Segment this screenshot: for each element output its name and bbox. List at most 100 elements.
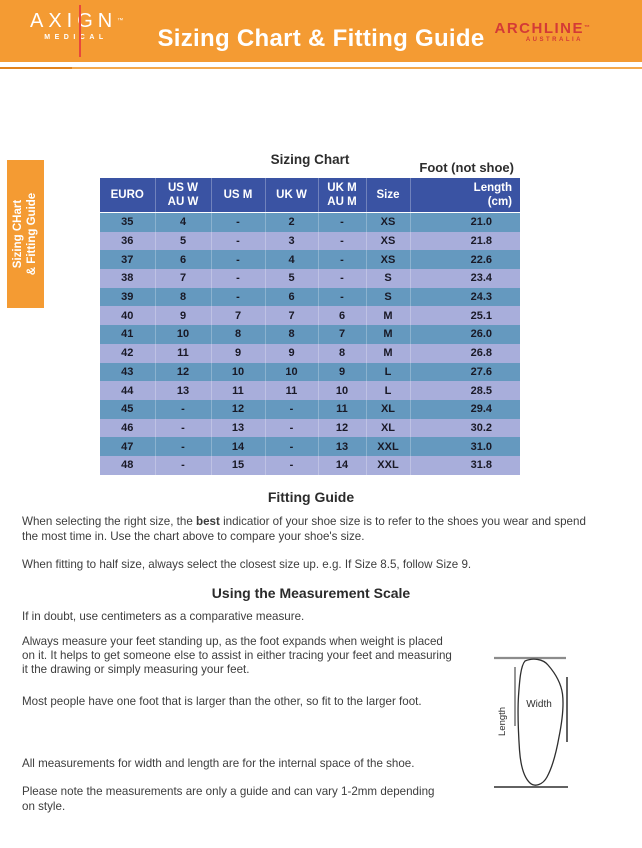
side-tab-label: Sizing CHart & Fitting Guide [12,193,40,275]
side-tab-line2: & Fitting Guide [26,192,39,276]
table-cell: 6 [318,306,367,326]
table-cell: 12 [211,399,266,419]
column-header: EURO [100,178,156,213]
bold-best: best [196,515,220,529]
table-cell: 24.3 [470,291,492,304]
table-row: 46-13-12 XL 30.2 [100,418,520,438]
table-cell: XL [366,418,411,438]
table-cell: XXL [366,455,411,475]
column-header: Length (cm) [410,178,520,213]
table-row: 42 11 9 9 8 M 26.8 [100,343,520,363]
table-cell: 31.8 [470,459,492,472]
table-cell: 12 [318,418,367,438]
table-cell: 40 [100,306,156,326]
table-cell: 13 [155,381,212,400]
table-row: 39 8-6- S 24.3 [100,287,520,307]
table-cell: 10 [155,325,212,344]
table-cell: 23.4 [470,272,492,285]
table-cell: 28.5 [470,384,492,397]
paragraph-guide-note: Please note the measurements are only a … [22,785,435,813]
table-cell: 29.4 [470,403,492,416]
table-row: 38 7-5- S 23.4 [100,269,520,288]
measurement-scale-heading: Using the Measurement Scale [211,585,411,602]
table-cell: XS [366,212,411,232]
table-cell: 6 [265,287,319,307]
table-cell: L [366,362,411,382]
table-cell: 11 [318,399,367,419]
table-cell: 11 [155,343,212,363]
table-cell: - [211,250,266,270]
table-cell: 15 [211,455,266,475]
table-cell: L [366,381,411,400]
table-cell: 41 [100,325,156,344]
archline-logo: ARCHLINE™ AUSTRALIA [495,21,591,43]
table-cell: 9 [318,362,367,382]
table-cell: 13 [211,418,266,438]
table-cell: 43 [100,362,156,382]
table-cell: 7 [265,306,319,326]
table-cell: - [318,287,367,307]
table-cell: 31.0 [470,440,492,453]
trademark-symbol: ™ [117,18,124,24]
table-cell: M [366,343,411,363]
table-cell: - [265,455,319,475]
table-cell: - [265,418,319,438]
axign-logo-subtext: MEDICAL [44,34,108,41]
column-header: UK W [265,178,319,213]
table-row: 45-12-11 XL 29.4 [100,399,520,419]
header-divider-line [0,67,642,69]
table-cell: XXL [366,437,411,456]
table-cell: 14 [318,455,367,475]
table-cell: M [366,325,411,344]
table-row: 35 4-2- XS 21.0 [100,212,520,232]
width-label: Width [526,699,552,710]
column-header: US W AU W [155,178,212,213]
table-cell: 22.6 [470,253,492,266]
table-cell: XS [366,250,411,270]
table-cell: - [318,269,367,288]
guide-text-content: Fitting Guide When selecting the right s… [22,490,600,814]
table-cell: XL [366,399,411,419]
table-cell: 11 [211,381,266,400]
table-cell: 42 [100,343,156,363]
table-cell: 46 [100,418,156,438]
table-cell: 5 [155,231,212,251]
table-cell: M [366,306,411,326]
table-cell: - [155,418,212,438]
table-row: 41 10 8 8 7 M 26.0 [100,325,520,344]
fitting-guide-heading: Fitting Guide [267,489,355,505]
foot-measurement-diagram: Width Length [492,650,572,790]
header-banner: AXIGN™ MEDICAL Sizing Chart & Fitting Gu… [0,0,642,62]
table-cell: 4 [265,250,319,270]
table-cell: 44 [100,381,156,400]
table-cell: 37 [100,250,156,270]
foot-not-shoe-label: Foot (not shoe) [419,160,514,175]
table-cell: - [155,455,212,475]
table-row: 36 5-3- XS 21.8 [100,231,520,251]
trademark-symbol: ™ [584,25,590,31]
table-cell: - [211,231,266,251]
foot-outline [517,658,564,786]
table-cell: 10 [211,362,266,382]
table-cell: 26.8 [470,347,492,360]
table-cell: 8 [318,343,367,363]
table-row: 37 6-4- XS 22.6 [100,250,520,270]
paragraph-larger-foot: Most people have one foot that is larger… [22,694,422,708]
side-tab-line1: Sizing CHart [12,199,25,269]
table-cell: 8 [155,287,212,307]
table-cell: 3 [265,231,319,251]
table-cell: - [265,437,319,456]
table-cell: 10 [265,362,319,382]
table-cell: - [211,269,266,288]
column-header: US M [211,178,266,213]
archline-logo-text: ARCHLINE™ [494,20,591,37]
table-cell: 38 [100,269,156,288]
table-cell: - [155,399,212,419]
table-cell: - [155,437,212,456]
table-cell: 13 [318,437,367,456]
table-row: 48-15-14 XXL 31.8 [100,455,520,475]
table-cell: 9 [211,343,266,363]
sizing-chart-section: Sizing Chart Foot (not shoe) EURO US W AU … [100,152,520,475]
table-cell: 7 [155,269,212,288]
table-cell: - [211,212,266,232]
